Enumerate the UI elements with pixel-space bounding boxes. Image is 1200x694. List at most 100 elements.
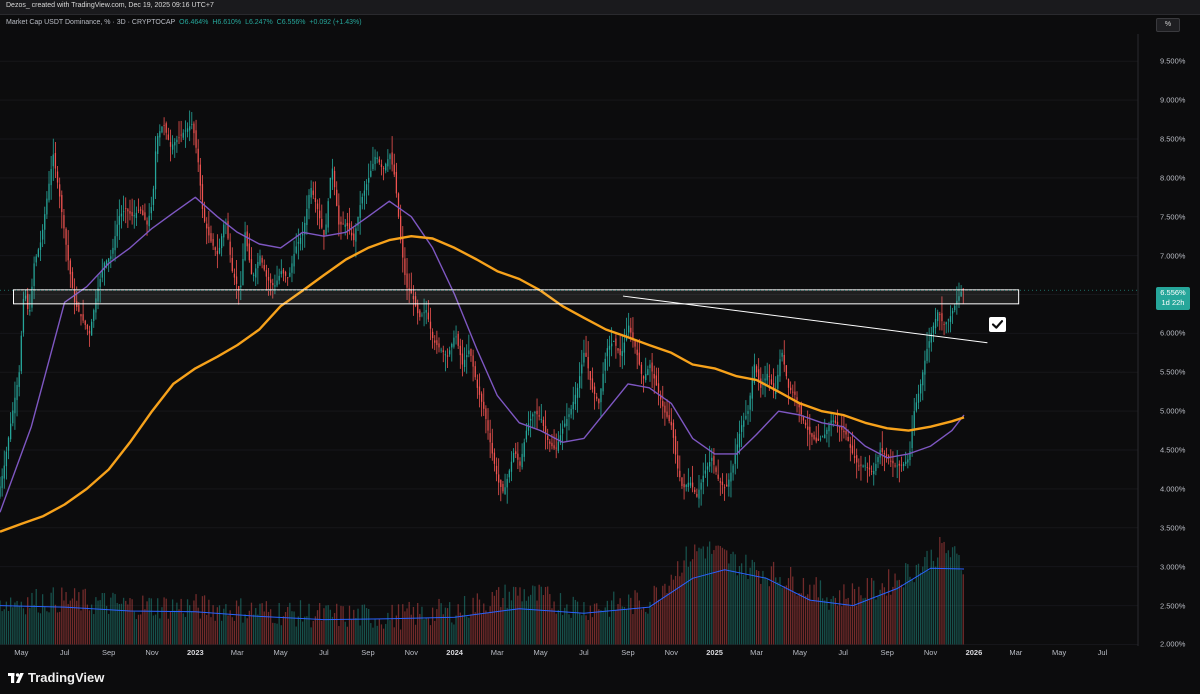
candle-body <box>847 436 849 442</box>
volume-bar <box>476 593 479 645</box>
candle-body <box>502 484 504 492</box>
candle-body <box>56 171 59 183</box>
price-axis[interactable]: 2.000% 2.500% 3.000% 3.500% 4.000% 4.500% 5.00… <box>1138 34 1200 649</box>
candle-body <box>885 454 888 457</box>
candle-body <box>581 364 583 374</box>
volume-bar <box>120 603 123 645</box>
candle-body <box>391 152 393 165</box>
candle-body <box>259 255 261 265</box>
candle-body <box>579 376 581 388</box>
candle-body <box>864 465 866 467</box>
candle-body <box>178 137 180 139</box>
candle-body <box>468 350 470 355</box>
candle-body <box>943 324 945 325</box>
price-tick-label: 4.500% <box>1160 445 1186 455</box>
volume-bar <box>596 603 598 645</box>
candle-body <box>453 337 455 347</box>
percent-scale-button[interactable]: % <box>1156 18 1180 32</box>
candle-body <box>809 426 811 435</box>
volume-bar <box>280 625 282 645</box>
volume-bar <box>142 595 144 645</box>
volume-bar <box>336 603 338 645</box>
candle-body <box>278 275 280 281</box>
volume-bar <box>278 603 280 645</box>
candle-body <box>39 242 42 250</box>
volume-bar <box>163 597 165 645</box>
volume-bar <box>259 603 261 645</box>
legend-title[interactable]: Market Cap USDT Dominance, % · 3D · CRYP… <box>6 19 176 26</box>
volume-bar <box>323 608 325 645</box>
candle-body <box>380 164 383 167</box>
volume-bar <box>135 619 138 645</box>
volume-bar <box>821 598 824 645</box>
volume-bar <box>270 609 272 645</box>
volume-bar <box>174 610 176 645</box>
volume-bar <box>463 595 466 645</box>
volume-bar <box>129 598 131 645</box>
candle-body <box>16 384 18 401</box>
volume-bar <box>208 599 210 645</box>
candle-body <box>131 212 133 216</box>
time-axis[interactable]: May Jul Sep Nov 2023 Mar May Jul Sep Nov 2024 Mar Ma… <box>0 646 1138 660</box>
volume-bar <box>864 597 866 645</box>
symbol-legend[interactable]: Market Cap USDT Dominance, % · 3D · CRYP… <box>6 19 364 31</box>
candle-body <box>843 430 845 433</box>
volume-ma-line <box>0 567 965 621</box>
time-tick-label: Sep <box>361 648 375 657</box>
volume-bar <box>517 595 519 645</box>
volume-bar <box>255 608 257 645</box>
volume-bar <box>570 617 572 645</box>
candle-body <box>261 257 263 263</box>
candle-body <box>521 453 523 468</box>
candle-body <box>165 123 167 133</box>
candle-body <box>898 463 900 466</box>
volume-bar <box>670 574 672 645</box>
volume-bar <box>402 604 404 645</box>
volume-bar <box>602 610 604 645</box>
candle-body <box>553 445 555 449</box>
candle-body <box>35 256 37 263</box>
candle-body <box>787 379 790 388</box>
candle-body <box>638 352 640 365</box>
volume-bar <box>272 622 274 645</box>
credit-text: Dezos_ created with TradingView.com, Dec… <box>6 2 214 9</box>
volume-bar <box>888 569 890 645</box>
volume-bar <box>112 592 114 645</box>
volume-bar <box>728 563 730 645</box>
price-tick-label: 3.000% <box>1160 562 1186 572</box>
candle-body <box>653 373 655 379</box>
volume-bar <box>574 599 577 645</box>
volume-bar <box>534 586 536 645</box>
volume-bar <box>203 595 206 645</box>
volume-bar <box>425 617 427 645</box>
candle-body <box>169 142 172 147</box>
candle-body <box>549 441 551 444</box>
candle-body <box>572 401 574 410</box>
volume-bar <box>235 600 238 645</box>
candle-body <box>941 313 943 322</box>
price-tick-label: 8.000% <box>1160 173 1186 183</box>
volume-bar <box>220 620 223 645</box>
candle-body <box>561 428 564 434</box>
volume-bar <box>442 614 444 645</box>
volume-bar <box>553 601 555 645</box>
candle-body <box>255 268 257 278</box>
candle-body <box>841 426 843 430</box>
volume-bar <box>380 624 383 645</box>
volume-bar <box>372 627 374 645</box>
volume-bar <box>368 609 370 645</box>
candle-body <box>538 415 540 417</box>
volume-bar <box>449 602 451 645</box>
volume-bar <box>785 585 788 645</box>
volume-bar <box>726 550 728 645</box>
brand-name: TradingView <box>28 670 105 685</box>
volume-bar <box>244 614 246 645</box>
volume-bar <box>7 610 10 645</box>
candle-body <box>449 350 451 355</box>
grid-lines <box>0 60 1138 645</box>
volume-bar <box>894 573 896 645</box>
volume-bar <box>421 606 423 645</box>
candle-body <box>314 198 317 202</box>
volume-bar <box>949 557 952 645</box>
